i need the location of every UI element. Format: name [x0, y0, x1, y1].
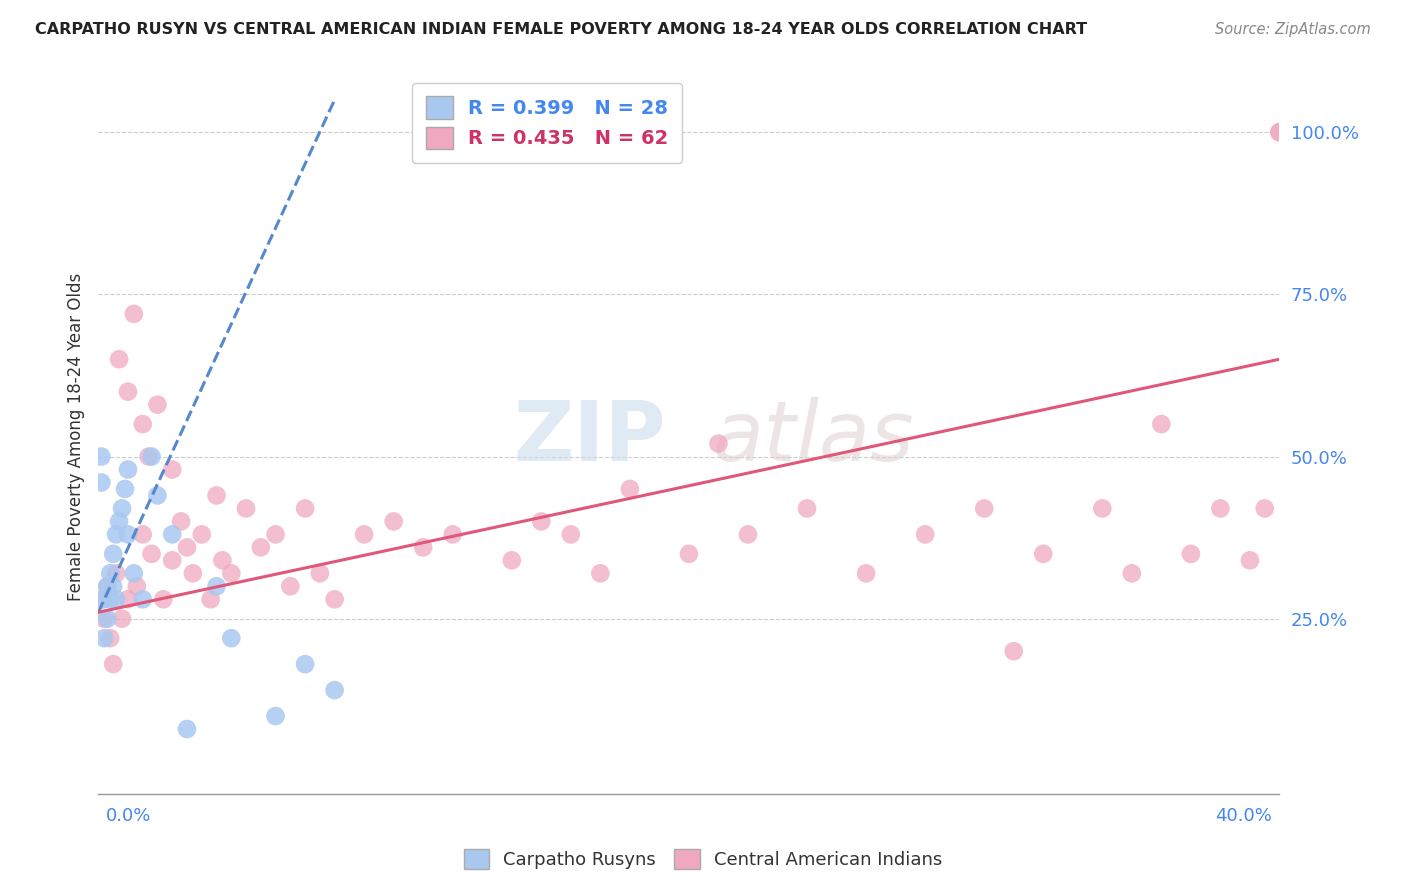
Point — [138, 450, 160, 464]
Point — [530, 515, 553, 529]
Point — [353, 527, 375, 541]
Point — [235, 501, 257, 516]
Point — [96, 579, 118, 593]
Point — [1091, 501, 1114, 516]
Point — [90, 592, 112, 607]
Text: ZIP: ZIP — [513, 397, 665, 477]
Point — [122, 307, 145, 321]
Point — [125, 579, 148, 593]
Point — [264, 709, 287, 723]
Point — [737, 527, 759, 541]
Point — [205, 579, 228, 593]
Text: Source: ZipAtlas.com: Source: ZipAtlas.com — [1215, 22, 1371, 37]
Point — [412, 541, 434, 555]
Text: CARPATHO RUSYN VS CENTRAL AMERICAN INDIAN FEMALE POVERTY AMONG 18-24 YEAR OLDS C: CARPATHO RUSYN VS CENTRAL AMERICAN INDIA… — [35, 22, 1087, 37]
Point — [105, 566, 128, 581]
Point — [855, 566, 877, 581]
Point — [98, 566, 121, 581]
Point — [90, 450, 112, 464]
Point — [678, 547, 700, 561]
Point — [1150, 417, 1173, 431]
Point — [1254, 501, 1277, 516]
Point — [162, 527, 183, 541]
Point — [117, 592, 139, 607]
Point — [619, 482, 641, 496]
Point — [707, 436, 730, 450]
Text: 0.0%: 0.0% — [105, 807, 150, 825]
Point — [105, 592, 128, 607]
Point — [96, 612, 118, 626]
Point — [211, 553, 233, 567]
Point — [93, 592, 115, 607]
Point — [1002, 644, 1025, 658]
Point — [117, 527, 139, 541]
Point — [117, 384, 139, 399]
Point — [162, 553, 183, 567]
Point — [132, 527, 155, 541]
Point — [90, 475, 112, 490]
Point — [176, 722, 198, 736]
Point — [132, 417, 155, 431]
Point — [108, 515, 131, 529]
Point — [560, 527, 582, 541]
Point — [105, 527, 128, 541]
Point — [323, 592, 346, 607]
Point — [1180, 547, 1202, 561]
Point — [141, 450, 163, 464]
Point — [98, 592, 121, 607]
Point — [111, 501, 134, 516]
Point — [103, 579, 125, 593]
Point — [176, 541, 198, 555]
Point — [1239, 553, 1261, 567]
Point — [93, 612, 115, 626]
Point — [914, 527, 936, 541]
Point — [108, 352, 131, 367]
Point — [181, 566, 204, 581]
Y-axis label: Female Poverty Among 18-24 Year Olds: Female Poverty Among 18-24 Year Olds — [66, 273, 84, 601]
Point — [146, 488, 169, 502]
Point — [114, 482, 136, 496]
Point — [382, 515, 405, 529]
Point — [1209, 501, 1232, 516]
Point — [309, 566, 332, 581]
Point — [141, 547, 163, 561]
Point — [162, 462, 183, 476]
Point — [170, 515, 193, 529]
Point — [132, 592, 155, 607]
Point — [323, 683, 346, 698]
Point — [103, 547, 125, 561]
Text: 40.0%: 40.0% — [1216, 807, 1272, 825]
Point — [973, 501, 995, 516]
Text: atlas: atlas — [713, 397, 914, 477]
Point — [200, 592, 222, 607]
Point — [796, 501, 818, 516]
Point — [1268, 125, 1291, 139]
Point — [96, 579, 118, 593]
Point — [264, 527, 287, 541]
Point — [1032, 547, 1054, 561]
Point — [122, 566, 145, 581]
Point — [191, 527, 214, 541]
Point — [1121, 566, 1143, 581]
Legend: Carpatho Rusyns, Central American Indians: Carpatho Rusyns, Central American Indian… — [454, 839, 952, 879]
Point — [98, 631, 121, 645]
Point — [117, 462, 139, 476]
Point — [111, 612, 134, 626]
Point — [294, 657, 316, 672]
Point — [221, 631, 243, 645]
Point — [294, 501, 316, 516]
Point — [146, 398, 169, 412]
Point — [93, 631, 115, 645]
Point — [501, 553, 523, 567]
Point — [441, 527, 464, 541]
Point — [250, 541, 273, 555]
Point — [205, 488, 228, 502]
Legend: R = 0.399   N = 28, R = 0.435   N = 62: R = 0.399 N = 28, R = 0.435 N = 62 — [412, 83, 682, 162]
Point — [1268, 125, 1291, 139]
Point — [103, 657, 125, 672]
Point — [280, 579, 302, 593]
Point — [221, 566, 243, 581]
Point — [589, 566, 612, 581]
Point — [152, 592, 174, 607]
